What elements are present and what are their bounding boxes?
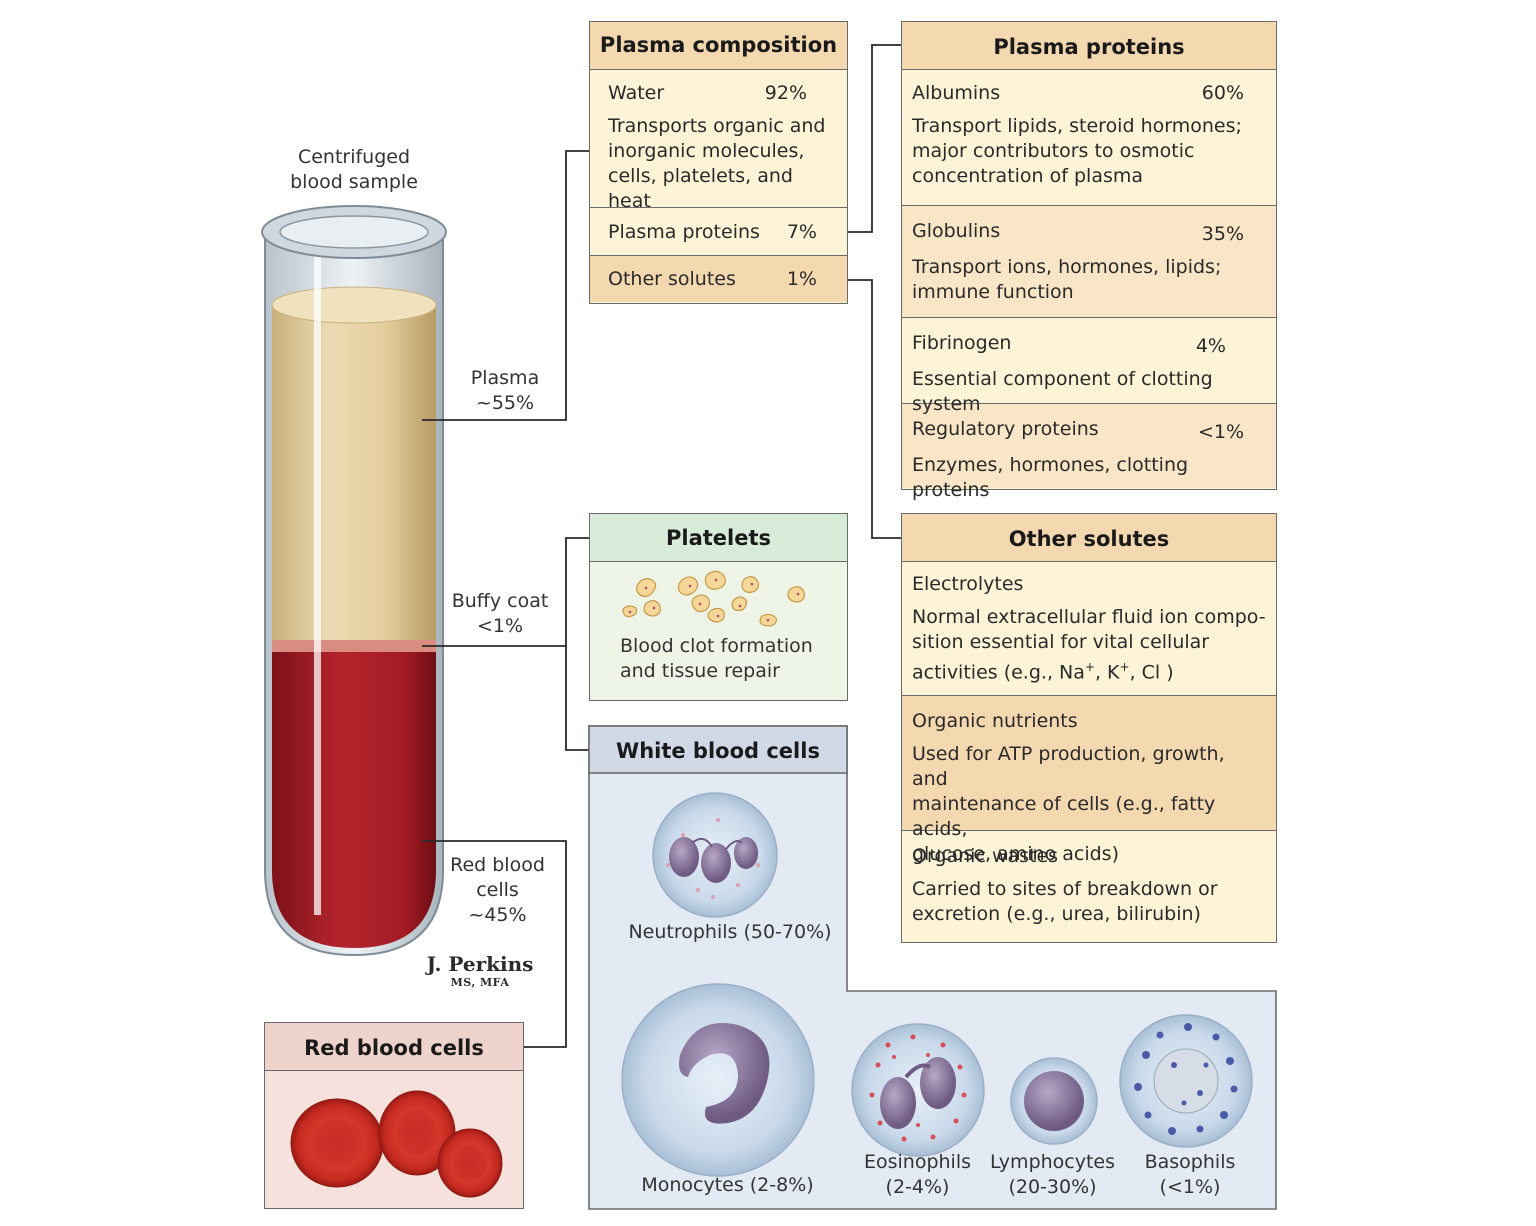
organic-wastes-row: Organic wastes Carried to sites of break…: [902, 831, 1276, 941]
platelets-desc: Blood clot formation and tissue repair: [620, 635, 813, 682]
fibrinogen-desc: Essential component of clotting system: [912, 368, 1213, 415]
regulatory-proteins-row: Regulatory proteins <1% Enzymes, hormone…: [902, 404, 1276, 501]
basophils-label: Basophils (<1%): [1144, 1151, 1236, 1198]
plasma-label-name: Plasma: [470, 367, 540, 389]
plasma-proteins-row: Plasma proteins 7%: [590, 208, 847, 256]
white-blood-cells-panel: [588, 725, 1277, 1210]
other-solutes-name: Other solutes: [608, 268, 736, 290]
water-desc: Transports organic and inorganic molecul…: [608, 115, 826, 212]
neutrophil-cell: [652, 792, 778, 918]
basophil-cell: [1119, 1014, 1253, 1148]
electrolytes-row: Electrolytes Normal extracellular fluid …: [902, 562, 1276, 696]
other-solutes-pct: 1%: [786, 268, 817, 290]
buffy-coat-label-name: Buffy coat: [451, 590, 549, 612]
plasma-composition-box: Plasma composition Water 92% Transports …: [589, 21, 848, 304]
electrolytes-desc: Normal extracellular fluid ion compo- si…: [912, 606, 1266, 684]
water-row: Water 92% Transports organic and inorgan…: [590, 70, 847, 212]
rbc-cell: [378, 1090, 456, 1176]
lymphocytes-label: Lymphocytes (20-30%): [989, 1151, 1116, 1198]
platelets-title: Platelets: [590, 514, 847, 562]
other-solutes-box: Other solutes Electrolytes Normal extrac…: [901, 513, 1277, 943]
globulins-desc: Transport ions, hormones, lipids; immune…: [912, 256, 1222, 303]
albumins-pct: 60%: [1201, 82, 1244, 104]
rbc-label-pct: ~45%: [468, 904, 527, 926]
regulatory-proteins-pct: <1%: [1197, 421, 1244, 443]
globulins-row: Globulins 35% Transport ions, hormones, …: [902, 206, 1276, 318]
globulins-pct: 35%: [1201, 223, 1244, 245]
regulatory-proteins-desc: Enzymes, hormones, clotting proteins: [912, 454, 1189, 501]
rbc-cell: [290, 1098, 384, 1188]
neutrophils-label: Neutrophils (50-70%): [628, 921, 832, 943]
plasma-proteins-title: Plasma proteins: [902, 22, 1276, 70]
organic-nutrients-row: Organic nutrients Used for ATP productio…: [902, 696, 1276, 865]
rbc-label-line-1: Red blood: [450, 854, 545, 876]
fibrinogen-name: Fibrinogen: [912, 332, 1012, 354]
buffy-coat-label: Buffy coat <1%: [445, 589, 555, 639]
regulatory-proteins-name: Regulatory proteins: [912, 418, 1099, 440]
plasma-proteins-name: Plasma proteins: [608, 221, 760, 243]
plasma-label-pct: ~55%: [475, 392, 535, 414]
electrolytes-name: Electrolytes: [912, 573, 1024, 595]
fibrinogen-row: Fibrinogen 4% Essential component of clo…: [902, 318, 1276, 415]
white-blood-cells-title: White blood cells: [616, 739, 820, 763]
water-name: Water: [608, 82, 665, 104]
globulins-name: Globulins: [912, 220, 1001, 242]
eosinophils-label: Eosinophils (2-4%): [863, 1151, 972, 1198]
fibrinogen-pct: 4%: [1195, 335, 1226, 357]
plasma-proteins-pct: 7%: [786, 221, 817, 243]
rbc-cell: [437, 1128, 503, 1198]
rbc-label-line-2: cells: [476, 879, 519, 901]
buffy-coat-label-pct: <1%: [476, 615, 524, 637]
organic-wastes-name: Organic wastes: [912, 845, 1059, 867]
organic-nutrients-desc: Used for ATP production, growth, and mai…: [912, 743, 1225, 865]
tube-title: Centrifuged blood sample: [270, 145, 438, 195]
other-solutes-title: Other solutes: [902, 514, 1276, 562]
water-pct: 92%: [764, 82, 807, 104]
monocytes-label: Monocytes (2-8%): [641, 1174, 814, 1196]
eosinophil-cell: [851, 1023, 985, 1157]
albumins-name: Albumins: [912, 82, 1001, 104]
plasma-label: Plasma ~55%: [455, 366, 555, 416]
platelets-box: Platelets Blood clot formation and tissu…: [589, 513, 848, 701]
organic-nutrients-name: Organic nutrients: [912, 710, 1078, 732]
platelets-illustration: [622, 570, 805, 627]
organic-wastes-desc: Carried to sites of breakdown or excreti…: [912, 878, 1218, 925]
signature-name: J. Perkins: [426, 952, 534, 976]
monocyte-cell: [621, 983, 815, 1177]
plasma-composition-title: Plasma composition: [590, 22, 847, 70]
red-blood-cells-title: Red blood cells: [265, 1023, 523, 1071]
plasma-proteins-box: Plasma proteins Albumins 60% Transport l…: [901, 21, 1277, 501]
tube-title-line-1: Centrifuged: [297, 146, 411, 168]
tube-title-line-2: blood sample: [290, 171, 418, 193]
lymphocyte-cell: [1010, 1057, 1098, 1145]
albumins-row: Albumins 60% Transport lipids, steroid h…: [902, 70, 1276, 206]
rbc-label: Red blood cells ~45%: [445, 853, 550, 928]
red-blood-cells-illustration: [290, 1090, 503, 1198]
signature-credentials: MS, MFA: [450, 976, 510, 989]
other-solutes-row: Other solutes 1%: [590, 256, 847, 302]
test-tube: [261, 205, 447, 957]
artist-signature: J. Perkins MS, MFA: [420, 952, 540, 989]
red-blood-cells-box: Red blood cells: [264, 1022, 524, 1209]
albumins-desc: Transport lipids, steroid hormones; majo…: [912, 115, 1242, 187]
